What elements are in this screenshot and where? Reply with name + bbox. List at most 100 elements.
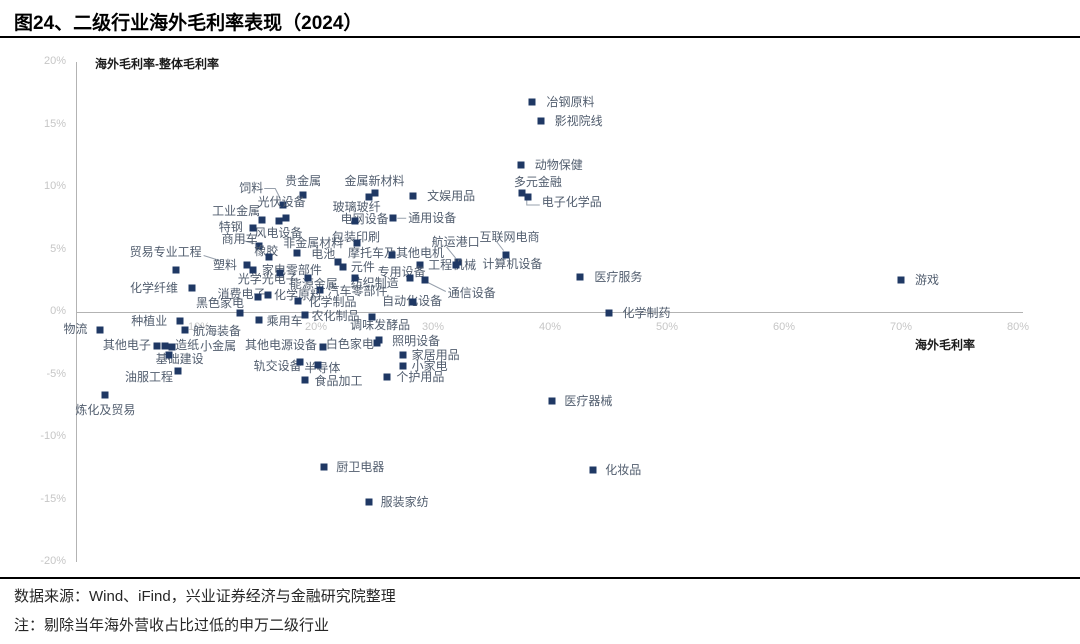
point-label: 农化制品 — [311, 308, 360, 323]
point-label: 化妆品 — [605, 462, 642, 477]
label-connector-line — [427, 282, 447, 292]
scatter-point — [373, 339, 381, 347]
scatter-point — [421, 276, 429, 283]
point-label: 通用设备 — [408, 211, 457, 226]
y-tick-label: 15% — [43, 117, 66, 130]
scatter-point — [314, 361, 322, 368]
point-label: 纺织制造 — [350, 276, 399, 291]
point-label: 照明设备 — [392, 333, 441, 348]
point-label: 动物保健 — [534, 157, 583, 172]
point-label: 食品加工 — [314, 373, 363, 388]
scatter-point — [301, 311, 309, 318]
scatter-point — [254, 293, 261, 301]
point-label: 电池 — [311, 247, 336, 261]
scatter-point — [334, 258, 342, 266]
point-label: 非金属材料 — [283, 236, 344, 251]
scatter-point — [188, 284, 196, 292]
label-connector-line — [446, 246, 456, 259]
point-label: 通信设备 — [447, 285, 496, 300]
data-source: 数据来源：Wind、iFind，兴业证券经济与金融研究院整理 — [14, 588, 396, 605]
y-tick-label: -15% — [40, 492, 66, 505]
x-tick-label: 10% — [187, 321, 211, 333]
point-label: 其他电源设备 — [245, 338, 318, 352]
scatter-point — [320, 463, 328, 471]
y-tick-label: -10% — [40, 430, 66, 442]
point-label: 炼化及贸易 — [75, 402, 136, 417]
scatter-point — [605, 309, 612, 317]
scatter-point — [96, 326, 104, 333]
scatter-point — [165, 351, 173, 358]
scatter-point — [255, 316, 263, 323]
point-label: 计算机设备 — [482, 256, 543, 271]
point-label: 种植业 — [131, 313, 168, 328]
scatter-point — [296, 358, 304, 366]
scatter-point — [339, 263, 347, 271]
scatter-point — [524, 193, 532, 201]
scatter-point — [528, 98, 536, 106]
point-label: 饲料 — [239, 180, 264, 195]
scatter-point — [368, 313, 376, 321]
y-tick-label: 10% — [43, 180, 66, 192]
scatter-point — [301, 376, 309, 383]
point-label: 汽车零部件 — [327, 283, 388, 298]
scatter-point — [236, 309, 244, 317]
point-label: 玻璃玻纤 — [332, 200, 381, 214]
scatter-point — [353, 239, 361, 247]
label-connector-line — [496, 241, 504, 251]
point-label: 轨交设备 — [253, 359, 302, 373]
scatter-point — [502, 251, 510, 258]
scatter-point — [319, 343, 327, 351]
scatter-point — [452, 261, 460, 268]
scatter-point — [375, 336, 383, 343]
point-label: 航运港口 — [431, 235, 480, 249]
point-label: 风电设备 — [254, 225, 303, 240]
x-tick-label: 70% — [889, 321, 913, 333]
scatter-point — [243, 261, 251, 268]
scatter-point — [409, 192, 417, 200]
scatter-point — [383, 373, 391, 381]
chart-subtitle: 海外毛利率-整体毛利率 — [95, 57, 219, 71]
point-label: 金属新材料 — [344, 174, 405, 189]
point-label: 厨卫电器 — [336, 460, 385, 474]
scatter-point — [351, 274, 359, 282]
scatter-point — [299, 191, 307, 198]
scatter-point — [517, 161, 525, 168]
point-label: 光学光电子 — [237, 272, 298, 287]
point-label: 服装家纺 — [380, 495, 429, 509]
scatter-point — [172, 266, 180, 273]
point-label: 其他电子 — [102, 337, 151, 352]
point-label: 物流 — [63, 321, 88, 336]
x-tick-label: 50% — [655, 321, 679, 333]
scatter-point — [255, 242, 263, 250]
point-label: 小金属 — [200, 339, 237, 353]
point-label: 塑料 — [212, 257, 237, 272]
point-label: 个护用品 — [396, 370, 445, 384]
scatter-point — [258, 216, 266, 223]
point-label: 贸易专业工程 — [129, 244, 202, 259]
scatter-point — [399, 362, 407, 370]
y-tick-label: 20% — [43, 55, 66, 67]
point-label: 商用车 — [221, 231, 258, 246]
label-connector-line — [243, 240, 255, 245]
point-label: 化学原料 — [274, 287, 323, 302]
scatter-point — [304, 274, 312, 282]
point-label: 工程机械 — [428, 258, 476, 272]
point-label: 医疗器械 — [564, 393, 613, 408]
point-label: 包装印刷 — [331, 230, 380, 245]
point-label: 贵金属 — [285, 173, 322, 188]
scatter-point — [161, 342, 169, 350]
scatter-point — [168, 343, 176, 351]
point-label: 化学纤维 — [129, 281, 178, 296]
point-label: 乘用车 — [266, 313, 303, 328]
scatter-point — [537, 117, 545, 125]
point-label: 化学制品 — [308, 294, 357, 309]
point-label: 造纸 — [175, 337, 200, 352]
footer-divider — [0, 577, 1080, 579]
point-label: 航海装备 — [192, 323, 241, 338]
point-label: 电子化学品 — [541, 195, 602, 209]
point-label: 影视院线 — [554, 113, 603, 128]
point-label: 黑色家电 — [195, 296, 244, 311]
scatter-point — [282, 214, 290, 222]
scatter-point — [264, 291, 272, 298]
